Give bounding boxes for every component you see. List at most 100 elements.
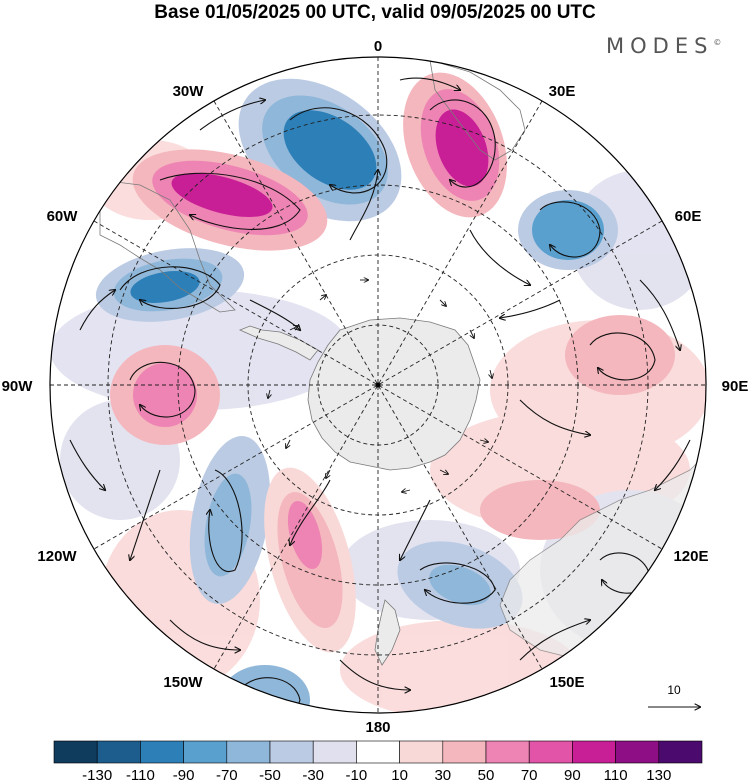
lon-label-120w: 120W	[37, 548, 77, 565]
colorbar-tick-label: 70	[521, 767, 538, 783]
negative-anomaly-60w	[95, 248, 245, 322]
lon-label-90e: 90E	[722, 378, 749, 395]
colorbar-tick-label: -70	[216, 767, 238, 783]
negative-anomaly-120w	[189, 436, 271, 604]
wind-arrow	[402, 490, 411, 492]
colorbar-tick-label: 90	[564, 767, 581, 783]
streamline-flow-80w	[79, 290, 115, 331]
negative-anomaly-130w	[220, 665, 310, 713]
map-disc	[50, 57, 706, 713]
streamline-swirl-30w	[289, 107, 388, 194]
colorbar-tick-label: -110	[126, 767, 155, 783]
streamline-flow-165e	[400, 499, 431, 560]
streamline-swirl-60w-south	[119, 266, 221, 309]
brand-logo: MODES©	[606, 34, 721, 58]
wind-arrow	[439, 299, 446, 306]
colorbar-swatch	[615, 740, 660, 764]
colorbar-tick-label: 110	[604, 767, 628, 783]
lon-label-30e: 30E	[549, 83, 576, 100]
lon-label-150w: 150W	[163, 674, 203, 691]
streamline-swirl-60w	[159, 172, 301, 230]
wind-arrow	[439, 470, 448, 474]
wind-streamlines	[69, 77, 691, 713]
streamline-flow-30e	[469, 229, 530, 285]
streamline-flow-105w	[130, 469, 161, 560]
brand-mark: ©	[713, 38, 722, 47]
graticule	[50, 57, 706, 713]
lon-label-30w: 30W	[173, 83, 205, 100]
colorbar-swatch	[528, 740, 573, 764]
colorbar-tick-label: -90	[173, 767, 195, 783]
map-title: Base 01/05/2025 00 UTC, valid 09/05/2025…	[154, 2, 596, 23]
wind-arrows-inner	[268, 280, 492, 492]
streamline-flow-60e-inner	[500, 299, 561, 318]
streamline-flow-100w	[69, 439, 105, 490]
lon-label-60w: 60W	[47, 208, 79, 225]
wind-arrow	[319, 295, 326, 301]
lon-label-60e: 60E	[675, 208, 702, 225]
streamline-flow-95e	[519, 399, 590, 435]
colorbar-tick-label: 30	[434, 767, 451, 783]
wind-arrow	[289, 326, 298, 330]
streamline-flow-20w	[349, 170, 378, 241]
wind-arrow	[490, 369, 492, 378]
colorbar-swatch	[485, 740, 530, 764]
south-america-coast	[99, 179, 236, 313]
streamline-swirl-130w	[239, 677, 301, 713]
positive-anomaly-110e	[480, 480, 600, 540]
colorbar-swatch	[226, 740, 271, 764]
streamline-swirl-90w	[129, 361, 196, 418]
lon-label-180: 180	[365, 719, 390, 736]
wind-arrow	[286, 439, 290, 448]
colorbar-swatch	[96, 740, 141, 764]
colorbar-swatch	[269, 740, 314, 764]
streamline-swirl-80e	[589, 332, 656, 381]
colorbar-swatch	[572, 740, 616, 764]
wind-arrow	[268, 389, 270, 398]
streamline-flow-150w	[290, 479, 331, 545]
positive-anomaly-80e	[565, 315, 675, 395]
colorbar-swatch	[312, 740, 357, 764]
new-zealand-landmass	[374, 599, 401, 666]
streamline-flow-70e	[639, 279, 680, 350]
africa-coast	[429, 59, 526, 161]
lon-label-90w: 90W	[2, 378, 34, 395]
streamline-flow-40w	[199, 100, 265, 131]
wind-arrow	[326, 469, 330, 478]
colorbar-tick-label: -50	[259, 767, 281, 783]
antarctic-peninsula	[238, 325, 319, 361]
lon-label-0: 0	[374, 38, 382, 55]
streamline-swirl-120w	[209, 469, 243, 573]
colorbar-swatch	[356, 740, 400, 764]
vector-reference-label: 10	[667, 683, 681, 697]
colorbar-tick-label: -130	[82, 767, 112, 783]
colorbar-tick-label: 50	[478, 767, 495, 783]
colorbar-tick-label: -10	[346, 767, 368, 783]
streamline-swirl-50e	[539, 201, 601, 258]
brand-name: MODES	[606, 34, 714, 58]
wind-arrow	[470, 329, 474, 338]
colorbar-swatch	[53, 740, 98, 764]
streamline-swirl-140e	[419, 562, 496, 604]
negative-anomaly-140e	[397, 541, 523, 629]
lon-label-120e: 120E	[673, 548, 708, 565]
streamline-flow-110e	[655, 439, 691, 490]
colorbar-swatch	[399, 740, 444, 764]
colorbar-tick-label: 130	[646, 767, 671, 783]
streamline-swirl-15e	[429, 99, 496, 188]
wind-arrow	[479, 440, 488, 442]
colorbar-swatch	[442, 740, 487, 764]
colorbar: -130 -110 -90 -70 -50 -30 -10 10 30 50 70 90 110 130	[53, 740, 703, 783]
colorbar-tick-label: 10	[391, 767, 408, 783]
colorbar-swatch	[658, 740, 703, 764]
colorbar-swatch	[140, 740, 184, 764]
streamline-flow-10e	[399, 77, 460, 90]
map-boundary	[49, 56, 707, 714]
streamline-flow-150e	[519, 620, 590, 661]
vector-reference: 10	[648, 683, 700, 707]
south-pole-point	[375, 382, 381, 388]
lon-label-150e: 150E	[549, 674, 584, 691]
streamline-flow-155w	[169, 619, 240, 650]
colorbar-tick-label: -30	[302, 767, 324, 783]
